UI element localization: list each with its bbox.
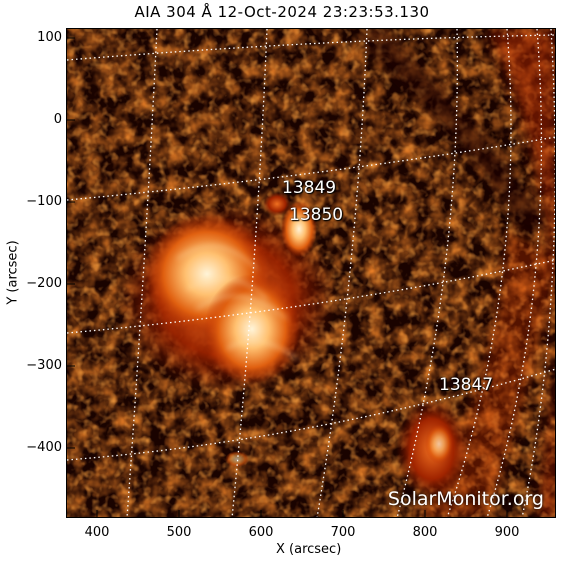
region-label-13849: 13849 bbox=[282, 178, 337, 198]
y-tick-label: 0 bbox=[53, 112, 62, 127]
x-tick-label: 900 bbox=[494, 525, 520, 540]
region-13849-plage bbox=[263, 192, 291, 216]
watermark: SolarMonitor.org bbox=[387, 488, 544, 510]
small-brightening bbox=[225, 451, 249, 467]
latitude-line bbox=[67, 136, 556, 201]
solar-image-panel: 13849 13850 13847 SolarMonitor.org bbox=[67, 29, 556, 518]
latitude-line bbox=[67, 259, 556, 334]
y-tick-label: −100 bbox=[26, 194, 62, 209]
y-tick-label: −200 bbox=[26, 276, 62, 291]
y-tick-label: 100 bbox=[37, 30, 62, 45]
dark-channel bbox=[357, 29, 549, 236]
longitude-line bbox=[446, 29, 512, 518]
solar-image bbox=[67, 29, 556, 518]
y-tick-label: −400 bbox=[26, 440, 62, 455]
y-axis-title: Y (arcsec) bbox=[5, 240, 21, 305]
active-region-core-b bbox=[204, 274, 300, 384]
y-tick-label: −300 bbox=[26, 358, 62, 373]
x-tick-label: 400 bbox=[84, 525, 110, 540]
limb-plasma bbox=[417, 229, 556, 518]
x-axis-title: X (arcsec) bbox=[276, 542, 342, 557]
longitude-line bbox=[486, 29, 543, 518]
region-label-13850: 13850 bbox=[289, 205, 344, 225]
x-tick-label: 800 bbox=[412, 525, 438, 540]
x-tick-label: 600 bbox=[248, 525, 274, 540]
region-13850-plage bbox=[281, 201, 317, 257]
longitude-line bbox=[521, 29, 556, 518]
image-title: AIA 304 Å 12-Oct-2024 23:23:53.130 bbox=[134, 3, 430, 21]
coordinate-grid bbox=[67, 29, 556, 518]
region-label-13847: 13847 bbox=[439, 375, 494, 395]
region-13847-core bbox=[425, 424, 453, 464]
longitude-line bbox=[396, 29, 458, 518]
latitude-line bbox=[67, 34, 556, 61]
x-tick-label: 700 bbox=[330, 525, 356, 540]
longitude-line bbox=[316, 29, 368, 518]
limb-brightening bbox=[487, 29, 556, 518]
x-tick-label: 500 bbox=[166, 525, 192, 540]
active-region-loops bbox=[176, 245, 298, 360]
